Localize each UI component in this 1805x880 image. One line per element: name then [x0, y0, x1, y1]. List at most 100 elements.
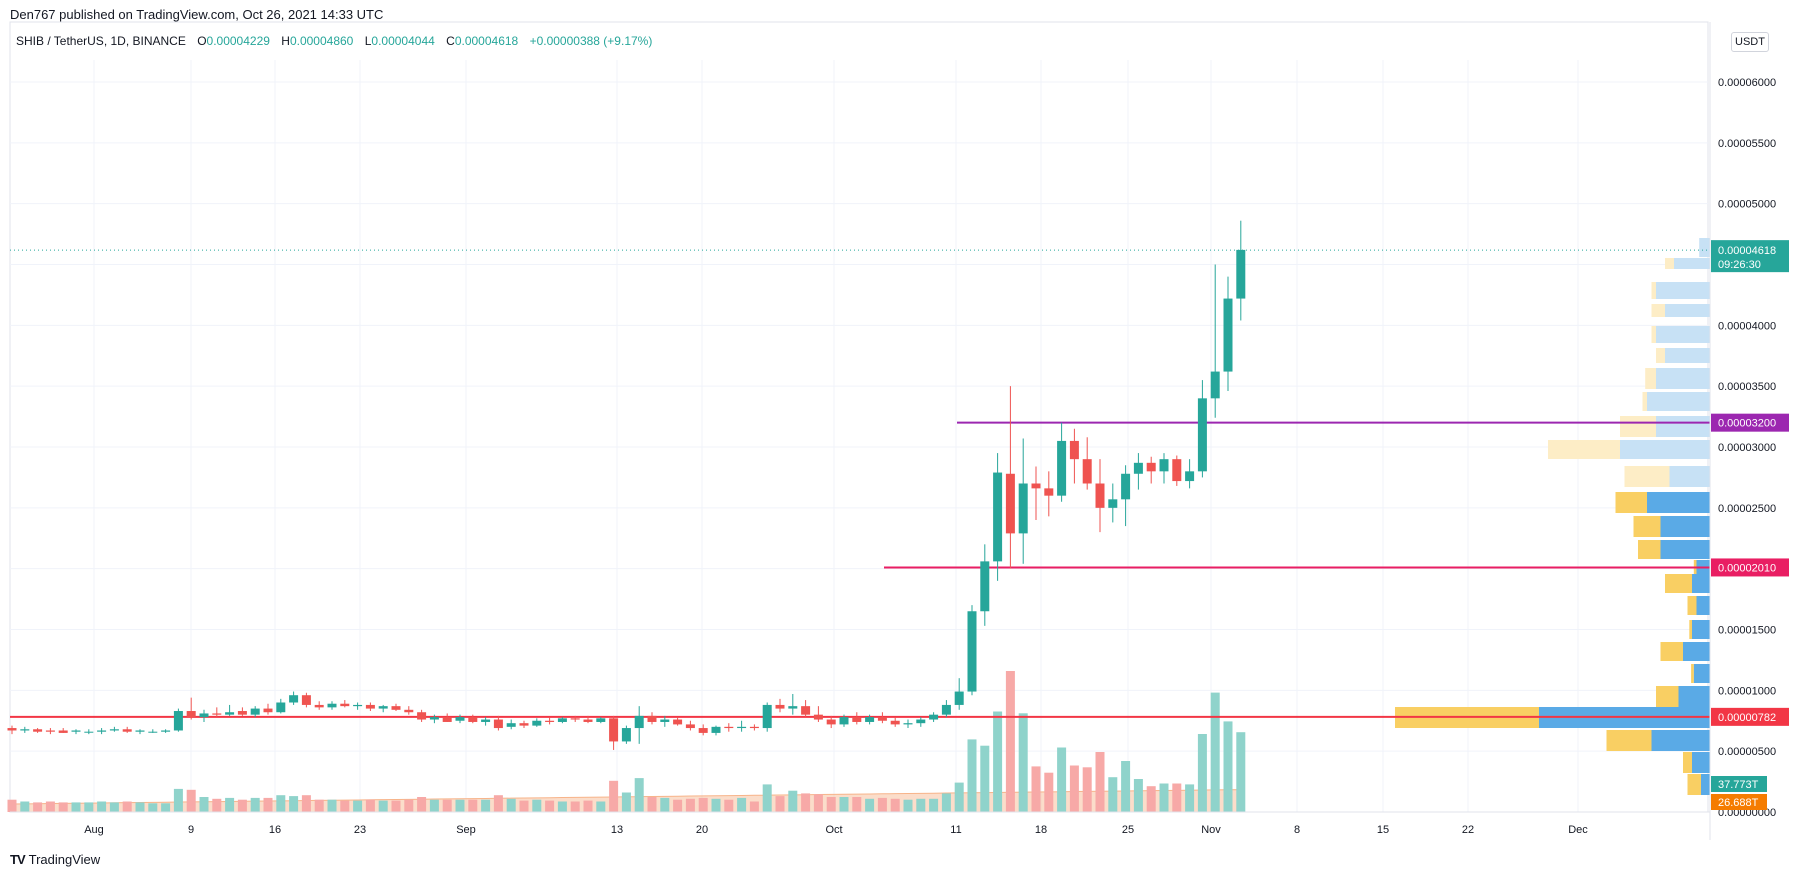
volume-bar-up: [97, 801, 107, 812]
candlesticks: [7, 220, 1246, 750]
candle-up: [1108, 499, 1118, 508]
volume-bar-up: [865, 798, 875, 812]
x-tick-label: 23: [354, 824, 366, 836]
candle-down: [570, 718, 580, 720]
candle-down: [724, 726, 734, 729]
y-tick-label: 0.00002500: [1718, 503, 1776, 515]
profile-bar-down: [1615, 492, 1647, 513]
candle-up: [353, 704, 363, 707]
candle-up: [954, 691, 964, 705]
volume-bars: [7, 671, 1246, 812]
candle-down: [1005, 473, 1015, 534]
candle-down: [519, 723, 529, 726]
volume-bar-down: [417, 797, 427, 812]
volume-bar-down: [1082, 767, 1092, 812]
volume-bar-up: [967, 739, 977, 812]
candle-up: [1210, 371, 1220, 399]
chart-grid: [9, 21, 1709, 813]
profile-bar-up: [1660, 516, 1710, 537]
volume-bar-down: [212, 798, 222, 812]
symbol-label[interactable]: SHIB / TetherUS, 1D, BINANCE: [16, 34, 186, 48]
volume-bar-up: [199, 797, 209, 812]
volume-bar-down: [890, 798, 900, 812]
volume-bar-down: [237, 799, 247, 812]
tradingview-logo[interactable]: TV TradingView: [10, 852, 100, 867]
candle-down: [237, 711, 247, 715]
volume-bar-down: [1146, 786, 1156, 812]
volume-bar-up: [557, 801, 567, 812]
candle-up: [455, 717, 465, 721]
x-tick-label: 11: [950, 824, 961, 836]
candle-down: [698, 728, 708, 733]
volume-bar-up: [1197, 734, 1207, 812]
profile-bar-up: [1665, 348, 1710, 363]
candle-up: [916, 719, 926, 724]
tradingview-brand: TradingView: [28, 852, 101, 867]
profile-bar-up: [1660, 540, 1710, 559]
candle-down: [826, 719, 836, 725]
volume-bar-up: [596, 801, 606, 812]
profile-bar-up: [1651, 730, 1710, 751]
volume-bar-up: [788, 790, 798, 812]
volume-tag-down: [1711, 794, 1767, 810]
profile-bar-down: [1656, 686, 1679, 707]
volume-bar-down: [749, 801, 759, 812]
volume-bar-up: [634, 778, 644, 812]
candle-down: [468, 717, 478, 722]
candle-up: [1121, 473, 1131, 500]
profile-bar-up: [1683, 642, 1710, 661]
volume-bar-up: [161, 803, 171, 812]
profile-bar-up: [1665, 304, 1710, 317]
volume-bar-up: [1108, 777, 1118, 812]
chart-axes: 0.000060000.000055000.000050000.00004500…: [10, 22, 1776, 840]
candle-down: [801, 706, 811, 715]
x-tick-label: Sep: [456, 824, 476, 836]
volume-bar-down: [609, 780, 619, 812]
profile-bar-down: [1633, 516, 1661, 537]
volume-bar-down: [314, 799, 324, 812]
candle-up: [429, 717, 439, 720]
candle-up: [1057, 440, 1067, 496]
candle-up: [148, 731, 158, 733]
x-tick-label: 16: [269, 824, 281, 836]
profile-bar-down: [1651, 304, 1665, 317]
candle-up: [481, 719, 491, 722]
volume-bar-down: [493, 795, 503, 812]
volume-bar-down: [33, 802, 43, 812]
y-tick-label: 0.00004000: [1718, 320, 1776, 332]
profile-bar-down: [1665, 258, 1674, 269]
candle-up: [788, 706, 798, 709]
candle-down: [1082, 459, 1092, 484]
candle-up: [865, 717, 875, 722]
candle-down: [58, 730, 68, 733]
currency-button[interactable]: USDT: [1731, 32, 1769, 52]
volume-bar-down: [301, 795, 311, 812]
volume-bar-up: [903, 799, 913, 812]
profile-bar-up: [1647, 392, 1710, 411]
volume-bar-up: [1057, 747, 1067, 812]
last-price-tag: [1711, 240, 1789, 273]
candle-up: [225, 712, 235, 715]
profile-bar-up: [1678, 686, 1710, 707]
volume-bar-down: [340, 800, 350, 812]
candle-up: [1223, 298, 1233, 372]
candle-up: [967, 611, 977, 692]
volume-bar-up: [250, 797, 260, 812]
candle-up: [660, 719, 670, 722]
plot-frame: [9, 21, 1709, 813]
volume-bar-down: [58, 802, 68, 812]
volume-bar-down: [801, 793, 811, 812]
horizontal-levels: [10, 249, 1710, 718]
profile-bar-down: [1656, 348, 1665, 363]
profile-bar-down: [1665, 574, 1692, 593]
volume-profile: [1395, 238, 1710, 795]
candle-down: [301, 695, 311, 705]
volume-bar-down: [45, 801, 55, 812]
volume-tag-down-text: 26.688T: [1718, 797, 1759, 809]
candle-down: [122, 729, 132, 732]
volume-bar-up: [225, 797, 235, 812]
open-label: O: [197, 34, 207, 48]
volume-bar-up: [993, 711, 1003, 812]
volume-bar-down: [698, 797, 708, 812]
